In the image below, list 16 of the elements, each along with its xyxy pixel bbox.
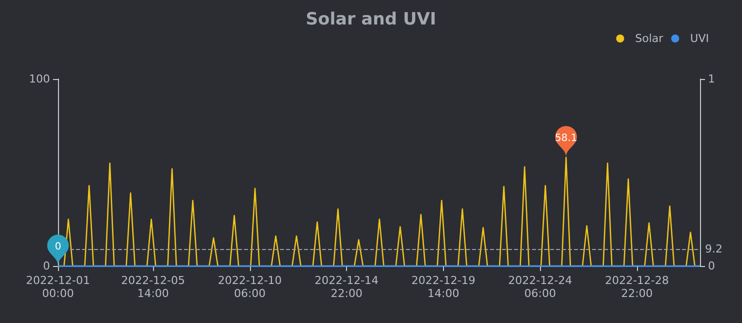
x-tick-label: 2022-12-14 22:00	[314, 274, 379, 300]
annotation: 58.1	[554, 133, 578, 144]
legend-label: UVI	[690, 32, 710, 45]
chart-title: Solar and UVI	[306, 10, 436, 30]
x-tick-label: 2022-12-01 00:00	[26, 274, 90, 300]
y2-tick-label: 1	[708, 72, 715, 86]
x-tick-label: 2022-12-24 06:00	[508, 274, 572, 300]
legend-label: Solar	[635, 32, 664, 45]
y-tick-label: 100	[29, 72, 50, 86]
x-tick-label: 2022-12-19 14:00	[411, 274, 476, 300]
x-tick-label: 2022-12-05 14:00	[121, 274, 186, 300]
ref-line-label: 9.2	[705, 242, 722, 256]
y2-tick-label: 0	[708, 260, 715, 272]
x-tick-label: 2022-12-28 22:00	[604, 274, 669, 300]
x-tick-label: 2022-12-10 06:00	[218, 274, 282, 300]
annotation: 0	[54, 242, 62, 253]
